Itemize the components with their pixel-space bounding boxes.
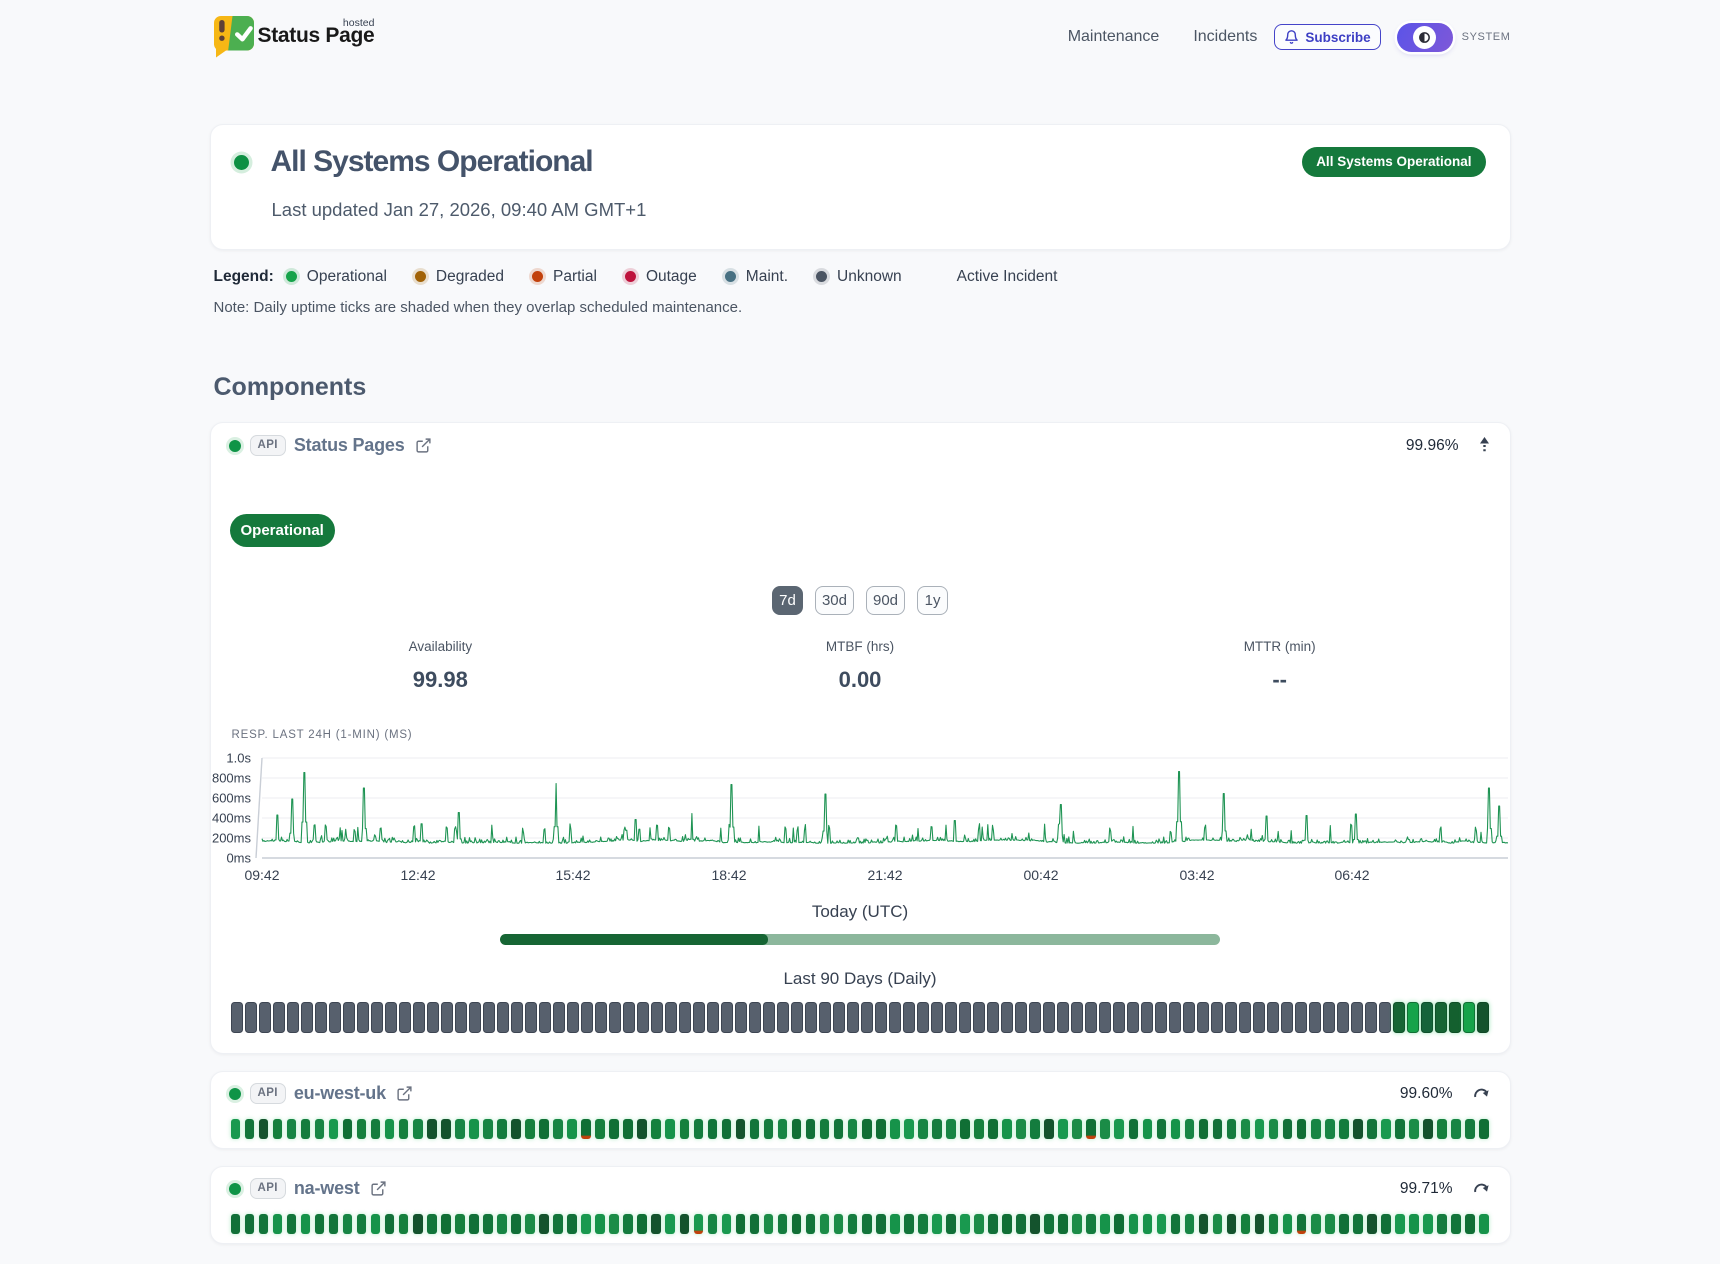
svg-text:800ms: 800ms [212,770,252,785]
svg-text:200ms: 200ms [212,830,252,845]
svg-text:0ms: 0ms [226,850,251,865]
svg-text:09:42: 09:42 [244,867,279,883]
svg-text:00:42: 00:42 [1023,867,1058,883]
svg-text:1.0s: 1.0s [226,750,251,765]
svg-text:21:42: 21:42 [867,867,902,883]
svg-text:400ms: 400ms [212,810,252,825]
svg-text:15:42: 15:42 [555,867,590,883]
svg-text:03:42: 03:42 [1179,867,1214,883]
svg-text:12:42: 12:42 [400,867,435,883]
svg-text:18:42: 18:42 [711,867,746,883]
svg-text:600ms: 600ms [212,790,252,805]
svg-text:06:42: 06:42 [1334,867,1369,883]
